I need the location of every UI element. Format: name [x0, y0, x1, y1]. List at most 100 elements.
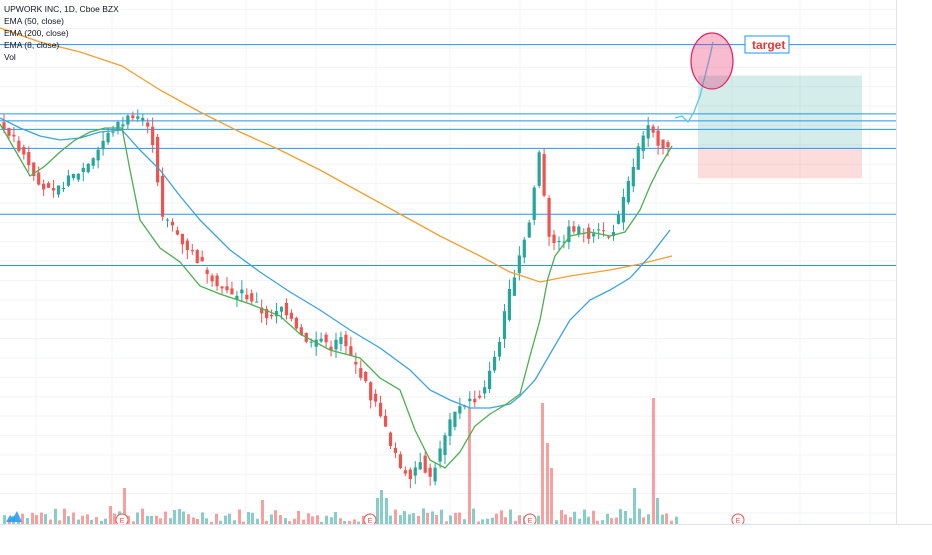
volume-bar	[95, 517, 98, 528]
candle-body	[418, 462, 422, 470]
volume-bar	[435, 514, 438, 528]
volume-bar	[293, 518, 296, 528]
volume-bar	[238, 509, 241, 528]
candle-body	[606, 236, 611, 238]
candle-body	[255, 301, 259, 303]
candle-body	[146, 122, 150, 127]
candle-body	[661, 139, 665, 149]
candle-body	[453, 411, 457, 427]
volume-bar	[606, 513, 609, 528]
candle-body	[428, 467, 432, 477]
volume-bar	[491, 517, 494, 528]
legend-ema50: EMA (50, close)	[4, 16, 64, 26]
volume-bar	[146, 515, 149, 528]
volume-bar	[472, 508, 475, 528]
candle-body	[448, 419, 452, 437]
candle-body	[279, 306, 284, 312]
volume-bar	[624, 510, 627, 528]
candle-body	[299, 327, 303, 335]
candle-body	[121, 124, 125, 127]
candle-body	[230, 288, 234, 295]
volume-bar	[412, 513, 415, 528]
candle-body	[473, 398, 477, 403]
volume-bar	[192, 517, 195, 528]
candle-body	[156, 136, 160, 183]
volume-bar	[394, 509, 397, 528]
price-axis[interactable]	[896, 0, 932, 524]
candle-body	[215, 275, 219, 287]
target-label-box[interactable]	[744, 35, 790, 54]
volume-bar	[633, 488, 636, 528]
ema200-line[interactable]	[0, 27, 673, 283]
candle-body	[542, 153, 546, 196]
volume-bar	[675, 516, 678, 528]
volume-bar	[169, 518, 172, 528]
volume-bar	[270, 514, 273, 528]
candle-body	[2, 122, 6, 130]
candle-body	[126, 115, 130, 125]
candle-body	[656, 130, 660, 146]
candle-body	[51, 188, 56, 191]
candle-body	[22, 147, 26, 155]
candle-body	[136, 116, 140, 119]
volume-bar	[164, 511, 167, 528]
candle-body	[478, 395, 482, 398]
candle-body	[403, 470, 407, 474]
volume-bar	[182, 511, 185, 528]
ema50-line[interactable]	[0, 117, 671, 409]
volume-bar	[201, 512, 204, 528]
time-axis[interactable]	[0, 524, 932, 551]
volume-bar	[21, 513, 24, 528]
candle-body	[235, 295, 239, 300]
candle-body	[517, 255, 521, 274]
candle-body	[641, 135, 645, 152]
candles	[2, 109, 670, 489]
volume-bar	[449, 515, 452, 528]
volume-bar	[541, 403, 544, 528]
candle-body	[91, 158, 95, 166]
candle-body	[56, 185, 61, 195]
candle-body	[398, 454, 403, 468]
candle-body	[37, 172, 41, 185]
candle-body	[175, 230, 180, 235]
candle-body	[626, 180, 630, 203]
candle-body	[374, 393, 378, 402]
candle-body	[567, 226, 571, 243]
volume-bar	[40, 512, 43, 528]
candle-body	[185, 240, 189, 251]
loss-zone[interactable]	[698, 148, 862, 179]
volume-bar	[35, 515, 38, 528]
candle-body	[160, 175, 165, 217]
volume-bar	[109, 506, 112, 528]
target-label[interactable]: target	[744, 35, 790, 54]
candle-body	[557, 240, 561, 243]
candle-body	[220, 286, 224, 289]
candle-body	[423, 455, 427, 473]
profit-zone[interactable]	[698, 75, 862, 149]
candle-body	[349, 346, 353, 357]
ema8-line[interactable]	[0, 123, 673, 469]
target-ellipse[interactable]	[690, 32, 734, 90]
horizontal-levels[interactable]	[0, 44, 896, 266]
candle-body	[42, 183, 46, 190]
candle-body	[616, 214, 621, 224]
projection-path[interactable]	[674, 41, 714, 124]
volume-bar	[647, 514, 650, 528]
candle-body	[7, 127, 11, 136]
position-tool[interactable]	[698, 75, 862, 179]
candle-body	[61, 187, 66, 189]
candle-body	[532, 187, 536, 220]
candle-body	[225, 286, 229, 291]
volume-bar	[150, 515, 153, 528]
volume-bar	[178, 509, 181, 528]
candle-body	[329, 346, 333, 351]
volume-bar	[90, 519, 93, 528]
volume-bar	[353, 519, 356, 528]
volume-bar	[205, 518, 208, 528]
volume-bar	[385, 498, 388, 528]
volume-bar	[113, 513, 116, 528]
candle-body	[210, 275, 214, 282]
volume-bar	[656, 498, 659, 528]
